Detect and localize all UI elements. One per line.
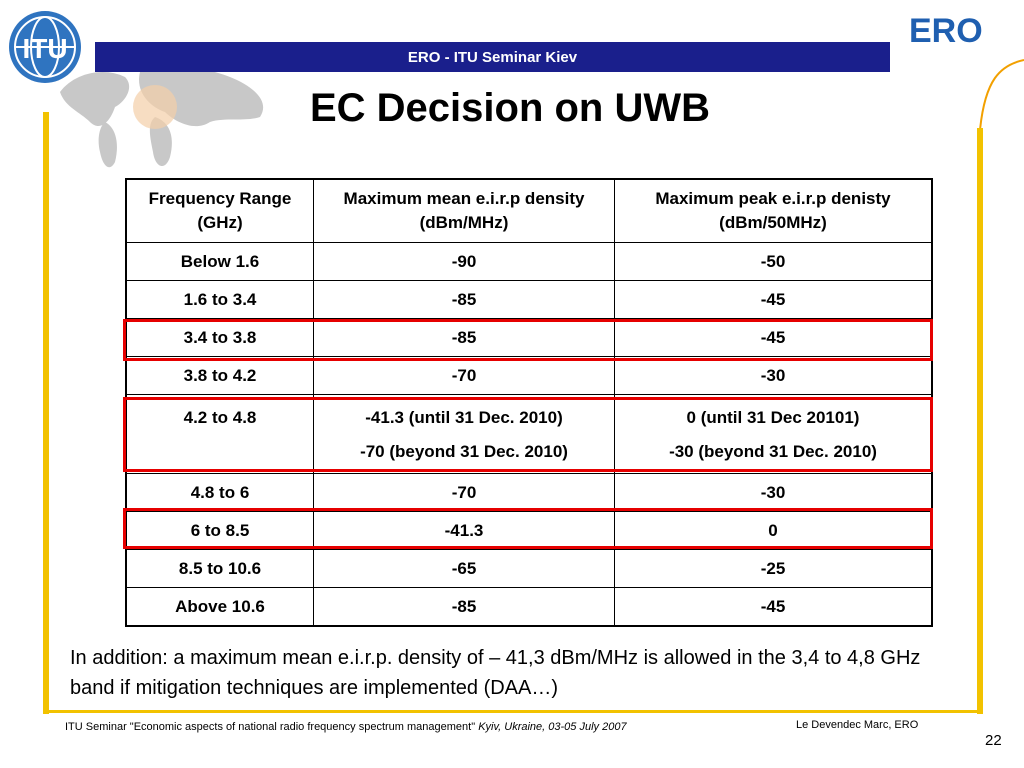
ero-logo-text: ERO (909, 12, 983, 50)
cell-mean: -85 (313, 587, 615, 627)
cell-frequency: 4.8 to 6 (125, 473, 314, 512)
cell-mean-line-2: -70 (beyond 31 Dec. 2010) (360, 442, 568, 461)
frame-line-left (43, 112, 49, 714)
table-row: 4.8 to 6 -70 -30 (125, 473, 933, 512)
note-text: In addition: a maximum mean e.i.r.p. den… (70, 647, 921, 699)
cell-peak: -45 (614, 280, 933, 319)
table-row: 8.5 to 10.6 -65 -25 (125, 549, 933, 588)
orange-arc-decoration (979, 59, 1024, 130)
cell-mean: -70 (313, 356, 615, 395)
cell-peak: 0 (until 31 Dec 20101) -30 (beyond 31 De… (614, 394, 933, 474)
footer-author: Le Devendec Marc, ERO (796, 719, 919, 731)
page-number: 22 (985, 732, 1002, 749)
cell-frequency: Below 1.6 (125, 242, 314, 281)
table-row: Below 1.6 -90 -50 (125, 242, 933, 281)
header-mean-eirp: Maximum mean e.i.r.p density (dBm/MHz) (313, 178, 615, 243)
cell-frequency-text: 4.2 to 4.8 (183, 408, 257, 427)
cell-peak: -50 (614, 242, 933, 281)
header-peak-eirp: Maximum peak e.i.r.p denisty (dBm/50MHz) (614, 178, 933, 243)
cell-peak-line-2: -30 (beyond 31 Dec. 2010) (669, 442, 877, 461)
footer-seminar: ITU Seminar "Economic aspects of nationa… (65, 721, 476, 733)
table-header-row: Frequency Range (GHz) Maximum mean e.i.r… (125, 178, 933, 243)
cell-frequency: 3.8 to 4.2 (125, 356, 314, 395)
ero-logo: ERO (909, 12, 983, 50)
itu-logo: ITU (9, 11, 81, 83)
cell-mean-line-1: -41.3 (until 31 Dec. 2010) (365, 408, 563, 427)
cell-peak: -25 (614, 549, 933, 588)
cell-peak: -45 (614, 587, 933, 627)
cell-mean: -90 (313, 242, 615, 281)
itu-logo-text: ITU (22, 33, 67, 64)
header-bar: ERO - ITU Seminar Kiev (95, 42, 890, 72)
cell-peak: -30 (614, 473, 933, 512)
cell-mean: -65 (313, 549, 615, 588)
cell-mean: -70 (313, 473, 615, 512)
cell-peak-line-1: 0 (until 31 Dec 20101) (686, 408, 860, 427)
cell-mean: -41.3 (313, 511, 615, 550)
table-row: 1.6 to 3.4 -85 -45 (125, 280, 933, 319)
table-row: Above 10.6 -85 -45 (125, 587, 933, 627)
footer-left: ITU Seminar "Economic aspects of nationa… (65, 721, 627, 733)
cell-frequency: 1.6 to 3.4 (125, 280, 314, 319)
highlight-box-3.4-3.8 (123, 319, 933, 361)
cell-frequency: 8.5 to 10.6 (125, 549, 314, 588)
cell-mean: -41.3 (until 31 Dec. 2010) -70 (beyond 3… (313, 394, 615, 474)
header-frequency: Frequency Range (GHz) (125, 178, 314, 243)
cell-mean: -85 (313, 280, 615, 319)
footer-location-date: Kyiv, Ukraine, 03-05 July 2007 (478, 721, 627, 733)
frame-line-bottom (43, 710, 983, 713)
table-row: 3.8 to 4.2 -70 -30 (125, 356, 933, 395)
slide-title: EC Decision on UWB (309, 86, 711, 130)
world-map-decoration (60, 66, 264, 168)
cell-frequency: Above 10.6 (125, 587, 314, 627)
highlight-box-4.2-4.8 (123, 397, 933, 472)
highlight-box-6-8.5 (123, 508, 933, 549)
cell-frequency: 6 to 8.5 (125, 511, 314, 550)
cell-peak: -30 (614, 356, 933, 395)
header-title: ERO - ITU Seminar Kiev (407, 48, 578, 66)
frame-line-right (977, 128, 983, 714)
